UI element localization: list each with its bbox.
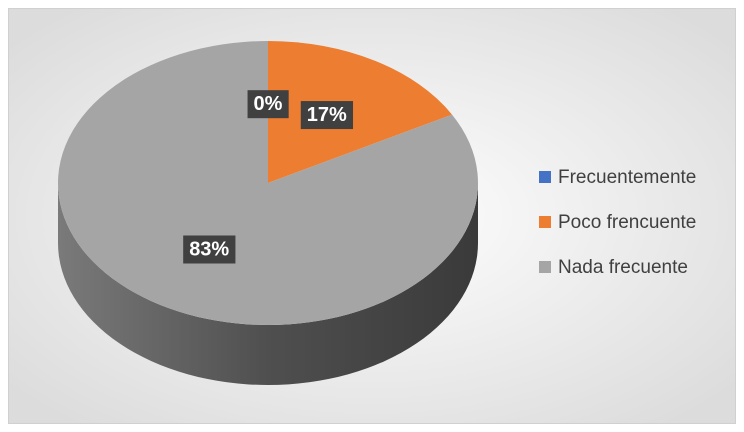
pie [58, 41, 479, 385]
data-label-box [247, 90, 289, 119]
legend-swatch [539, 216, 551, 228]
pie-side [58, 183, 478, 385]
legend-label: Poco frencuente [558, 212, 696, 233]
data-label-text: 17% [307, 104, 347, 126]
data-label-box [300, 101, 354, 130]
data-label-text: 0% [254, 93, 283, 115]
data-label: 0% [247, 90, 289, 119]
data-labels: 0% 17% 83% [183, 90, 354, 264]
data-label: 17% [300, 101, 354, 130]
legend-swatch [539, 171, 551, 183]
data-label-text: 83% [189, 239, 229, 261]
data-label-box [183, 235, 236, 264]
legend: Frecuentemente Poco frencuente Nada frecue… [539, 167, 696, 278]
pie-slice [58, 41, 479, 325]
legend-swatch [539, 261, 551, 273]
legend-label: Frecuentemente [558, 167, 696, 188]
pie-slice [268, 41, 453, 183]
legend-label: Nada frecuente [558, 257, 688, 278]
data-label: 83% [183, 235, 236, 264]
